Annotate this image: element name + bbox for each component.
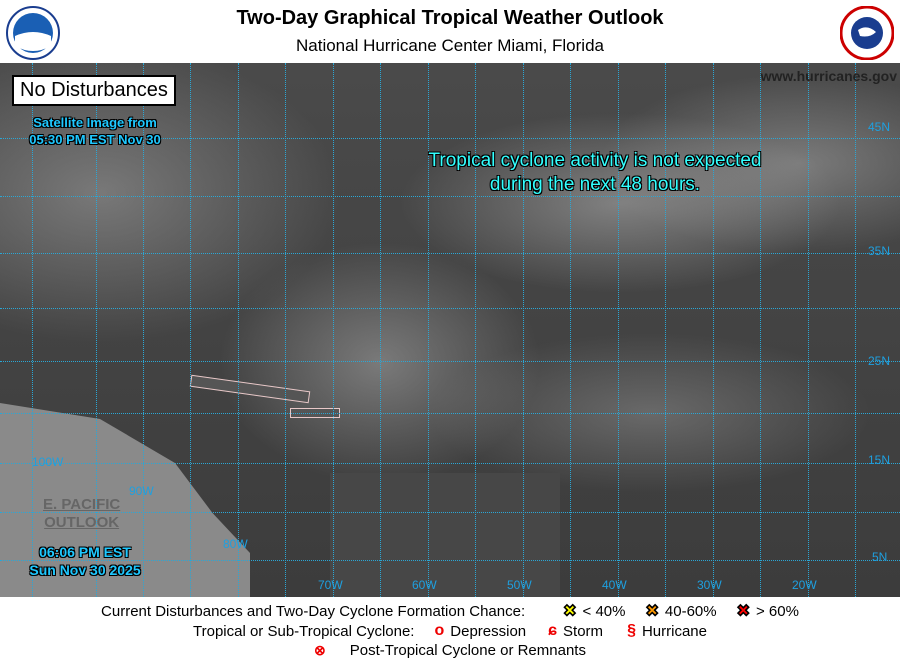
chance-label: < 40% <box>582 602 626 620</box>
lat-label: 5N <box>872 550 888 564</box>
message-line: Tropical cyclone activity is not expecte… <box>428 150 762 171</box>
hurricane-icon: § <box>627 622 636 639</box>
hurricane-label: Hurricane <box>641 622 707 640</box>
high-chance-x-icon: ✖ <box>736 603 750 621</box>
chance-label: > 60% <box>756 602 799 620</box>
lon-label: 70W <box>318 578 343 592</box>
lat-label: 45N <box>868 120 891 134</box>
header: Two-Day Graphical Tropical Weather Outlo… <box>0 0 900 63</box>
issued-time: 06:06 PM EST Sun Nov 30 2025 <box>15 543 155 579</box>
satellite-timestamp: Satellite Image from 05:30 PM EST Nov 30 <box>10 114 180 148</box>
satellite-map[interactable]: 45N 35N 25N 15N 5N 100W 90W 80W 70W 60W … <box>0 63 900 597</box>
cyclone-label: Tropical or Sub-Tropical Cyclone: <box>193 622 415 640</box>
medium-chance-x-icon: ✖ <box>645 603 659 621</box>
south-america <box>330 473 560 597</box>
depression-label: Depression <box>450 622 527 640</box>
formation-label: Current Disturbances and Two-Day Cyclone… <box>101 602 526 620</box>
lat-label: 25N <box>868 354 891 368</box>
satellite-label: Satellite Image from <box>33 115 157 130</box>
lon-label: 40W <box>602 578 627 592</box>
outlook-message: Tropical cyclone activity is not expecte… <box>380 149 810 197</box>
issued-line: 06:06 PM EST <box>39 544 131 560</box>
epac-line: E. PACIFIC <box>43 496 121 513</box>
post-tropical-icon: ⊗ <box>314 642 326 658</box>
legend: Current Disturbances and Two-Day Cyclone… <box>0 597 900 665</box>
noaa-logo[interactable] <box>6 6 60 60</box>
website-link[interactable]: www.hurricanes.gov <box>760 68 897 84</box>
lon-label: 60W <box>412 578 437 592</box>
page-subtitle: National Hurricane Center Miami, Florida <box>295 36 604 55</box>
page-title: Two-Day Graphical Tropical Weather Outlo… <box>236 7 664 29</box>
lon-label: 100W <box>32 455 64 469</box>
lon-label: 80W <box>223 537 248 551</box>
issued-line: Sun Nov 30 2025 <box>29 562 141 578</box>
nws-logo[interactable] <box>840 6 894 60</box>
satellite-time: 05:30 PM EST Nov 30 <box>29 132 161 147</box>
storm-icon: ɕ <box>548 622 558 639</box>
lat-label: 15N <box>868 453 891 467</box>
status-box: No Disturbances <box>12 75 176 106</box>
lat-label: 35N <box>868 244 891 258</box>
lon-label: 30W <box>697 578 722 592</box>
lon-label: 90W <box>129 484 154 498</box>
epac-line: OUTLOOK <box>44 514 120 531</box>
epac-outlook-link[interactable]: E. PACIFIC OUTLOOK <box>43 496 120 532</box>
chance-label: 40-60% <box>664 602 717 620</box>
low-chance-x-icon: ✖ <box>563 603 577 621</box>
lat-lon-grid <box>0 63 900 597</box>
post-tropical-label: Post-Tropical Cyclone or Remnants <box>349 642 586 659</box>
lon-label: 20W <box>792 578 817 592</box>
message-line: during the next 48 hours. <box>489 174 701 195</box>
lon-label: 50W <box>507 578 532 592</box>
depression-icon: o <box>434 622 445 639</box>
storm-label: Storm <box>563 622 604 640</box>
